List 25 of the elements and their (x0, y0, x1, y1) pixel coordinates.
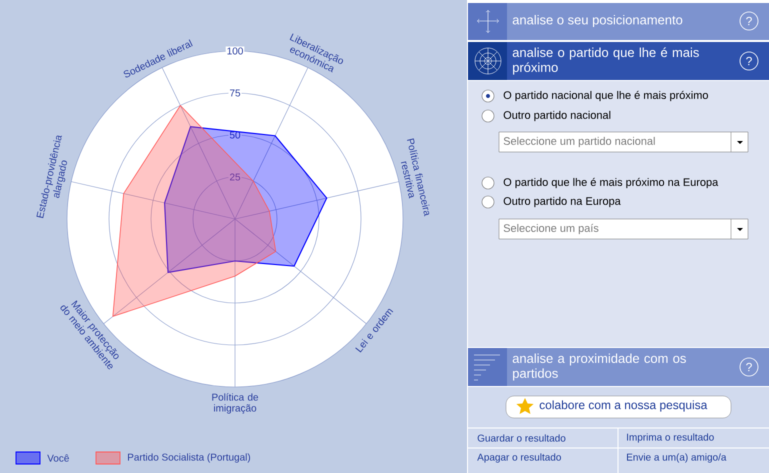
spoke-label: Política financeira restritiva (400, 138, 430, 216)
text: O partido nacional que lhe é mais próximo (504, 90, 708, 102)
legend-label: Partido Socialista (Portugal) (128, 453, 250, 463)
text: ? (746, 56, 752, 66)
text: colabore com a nossa pesquisa (540, 400, 708, 412)
text: ? (746, 16, 752, 26)
y-tick-label: 25 (230, 173, 240, 181)
text: Guardar o resultado (478, 434, 566, 442)
text: O partido que lhe é mais próximo na Europa (504, 178, 718, 188)
text: Outro partido nacional (504, 110, 610, 122)
y-tick-label: 75 (230, 90, 240, 96)
y-tick-label: 100 (227, 47, 243, 55)
text: Outro partido na Europa (504, 196, 621, 208)
text: Seleccione um partido nacional (504, 136, 655, 148)
legend-label: Você (47, 454, 69, 462)
text: Seleccione um país (504, 224, 598, 234)
text: analise a proximidade com os partidos (512, 353, 686, 380)
spoke-label: Política de imigração (212, 393, 258, 414)
y-tick-label: 50 (230, 131, 240, 139)
text: Apagar o resultado (477, 453, 561, 463)
text: ? (746, 362, 752, 372)
text: analise o seu posicionamento (512, 14, 682, 28)
text: analise o partido que lhe é mais próximo (512, 47, 699, 75)
text: Imprima o resultado (627, 433, 714, 443)
text: Envie a um(a) amigo/a (627, 453, 726, 463)
